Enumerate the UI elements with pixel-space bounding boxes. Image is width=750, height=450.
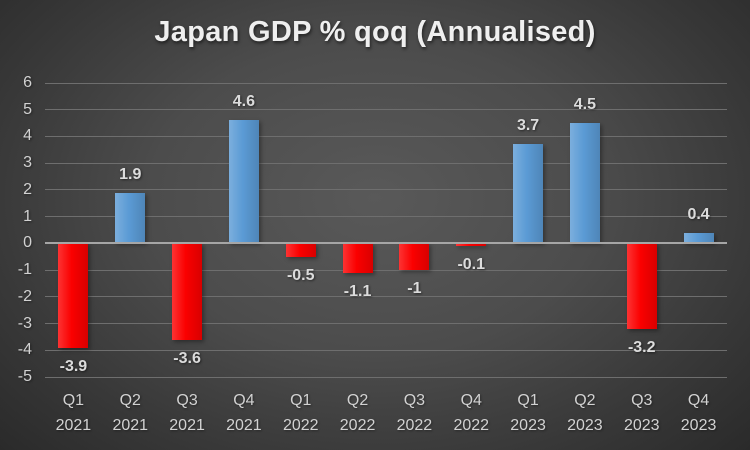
x-category-label-q1-2023: Q1 2023 bbox=[500, 388, 557, 438]
x-category-label-q2-2022: Q2 2022 bbox=[329, 388, 386, 438]
data-label-q4-2021: 4.6 bbox=[232, 93, 256, 111]
quarter-label: Q1 bbox=[290, 392, 312, 409]
quarter-label: Q3 bbox=[403, 392, 426, 409]
year-label: 2021 bbox=[169, 417, 205, 434]
y-tick-label: 0 bbox=[23, 234, 32, 252]
gridline bbox=[45, 162, 727, 164]
quarter-label: Q1 bbox=[62, 392, 85, 409]
bar-q3-2021 bbox=[172, 243, 203, 340]
quarter-label: Q4 bbox=[460, 392, 482, 409]
quarter-label: Q1 bbox=[517, 392, 539, 409]
x-category-label-q4-2021: Q4 2021 bbox=[216, 388, 273, 438]
y-tick-label: 1 bbox=[23, 207, 32, 225]
x-category-label-q1-2021: Q1 2021 bbox=[45, 388, 102, 438]
x-axis: Q1 2021 Q2 2021 Q3 2021 Q4 2021 Q1 2022 Q2 2022 Q3 20… bbox=[45, 388, 727, 442]
quarter-label: Q2 bbox=[574, 392, 596, 409]
x-category-label-q3-2022: Q3 2022 bbox=[386, 388, 443, 438]
x-category-label-q4-2023: Q4 2023 bbox=[670, 388, 727, 438]
gridline bbox=[45, 376, 727, 378]
y-tick-label: -4 bbox=[17, 341, 32, 359]
year-label: 2023 bbox=[680, 417, 717, 434]
y-tick-label: 4 bbox=[23, 127, 32, 145]
y-tick-label: 3 bbox=[23, 154, 32, 172]
quarter-label: Q2 bbox=[346, 392, 369, 409]
y-tick-label: -1 bbox=[17, 261, 32, 279]
data-label-q3-2022: -1 bbox=[407, 280, 422, 298]
plot-area: -3.9 1.9 -3.6 4.6 -0.5 -1.1 -1 -0.1 3.7 4.5 -3.2 0.… bbox=[45, 82, 727, 378]
bar-q3-2022 bbox=[399, 243, 430, 271]
gridline bbox=[45, 189, 727, 191]
gridline bbox=[45, 216, 727, 218]
data-label-q1-2022: -0.5 bbox=[286, 266, 315, 284]
y-tick-label: 2 bbox=[23, 180, 32, 198]
year-label: 2021 bbox=[55, 417, 92, 434]
data-label-q4-2023: 0.4 bbox=[687, 205, 710, 223]
bar-q2-2022 bbox=[342, 243, 373, 274]
gridline bbox=[45, 349, 727, 351]
data-label-q2-2022: -1.1 bbox=[343, 282, 372, 300]
year-label: 2022 bbox=[396, 417, 433, 434]
y-axis: 6 5 4 3 2 1 0 -1 -2 -3 -4 -5 bbox=[0, 74, 38, 385]
bar-q4-2023 bbox=[683, 232, 714, 244]
year-label: 2021 bbox=[226, 417, 262, 434]
year-label: 2021 bbox=[112, 417, 149, 434]
chart-title: Japan GDP % qoq (Annualised) bbox=[154, 16, 596, 48]
data-label-q3-2021: -3.6 bbox=[173, 349, 201, 367]
bar-q4-2021 bbox=[228, 120, 259, 244]
x-category-label-q1-2022: Q1 2022 bbox=[272, 388, 329, 438]
bar-q1-2023 bbox=[513, 144, 544, 244]
bar-q2-2023 bbox=[569, 123, 600, 244]
data-label-q4-2022: -0.1 bbox=[457, 256, 486, 274]
x-category-label-q4-2022: Q4 2022 bbox=[443, 388, 500, 438]
quarter-label: Q2 bbox=[119, 392, 141, 409]
x-category-label-q3-2023: Q3 2023 bbox=[613, 388, 670, 438]
year-label: 2023 bbox=[567, 417, 603, 434]
year-label: 2023 bbox=[510, 417, 546, 434]
bar-q3-2023 bbox=[626, 243, 657, 329]
data-label-q2-2023: 4.5 bbox=[573, 96, 597, 114]
bar-q4-2022 bbox=[456, 243, 487, 247]
quarter-label: Q4 bbox=[233, 392, 255, 409]
gridline bbox=[45, 296, 727, 298]
x-category-label-q3-2021: Q3 2021 bbox=[159, 388, 216, 438]
year-label: 2022 bbox=[339, 417, 376, 434]
bar-q1-2021 bbox=[58, 243, 89, 348]
data-label-q1-2023: 3.7 bbox=[516, 117, 540, 135]
year-label: 2023 bbox=[623, 417, 660, 434]
bar-q1-2022 bbox=[285, 243, 316, 258]
y-tick-label: -5 bbox=[17, 368, 32, 385]
y-tick-label: 6 bbox=[23, 74, 32, 91]
zero-axis-line bbox=[45, 242, 727, 245]
data-label-q1-2021: -3.9 bbox=[59, 357, 88, 375]
bar-q2-2021 bbox=[115, 192, 146, 244]
x-category-label-q2-2023: Q2 2023 bbox=[557, 388, 614, 438]
data-label-q2-2021: 1.9 bbox=[119, 165, 142, 183]
gridline bbox=[45, 269, 727, 271]
quarter-label: Q3 bbox=[176, 392, 198, 409]
y-tick-label: -3 bbox=[17, 314, 32, 332]
year-label: 2022 bbox=[453, 417, 490, 434]
gridline bbox=[45, 82, 727, 84]
gridline bbox=[45, 135, 727, 137]
data-label-q3-2023: -3.2 bbox=[627, 338, 656, 356]
x-category-label-q2-2021: Q2 2021 bbox=[102, 388, 159, 438]
gridline bbox=[45, 109, 727, 111]
y-tick-label: 5 bbox=[23, 100, 32, 118]
gridline bbox=[45, 323, 727, 325]
quarter-label: Q3 bbox=[631, 392, 653, 409]
quarter-label: Q4 bbox=[687, 392, 710, 409]
year-label: 2022 bbox=[282, 417, 319, 434]
y-tick-label: -2 bbox=[17, 287, 32, 305]
